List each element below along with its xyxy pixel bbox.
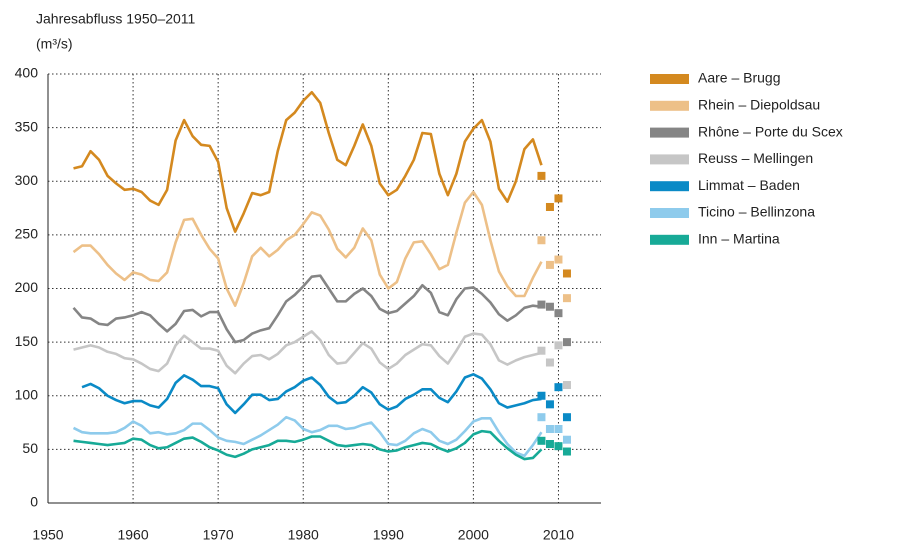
- marker: [545, 400, 554, 409]
- y-tick-label: 50: [22, 440, 38, 456]
- marker: [562, 447, 571, 456]
- x-tick-label: 1980: [288, 527, 319, 543]
- x-tick-label: 1950: [32, 527, 63, 543]
- legend-swatch: [650, 208, 689, 218]
- y-tick-label: 400: [15, 65, 39, 81]
- marker: [554, 255, 563, 264]
- marker: [545, 202, 554, 211]
- legend-label: Ticino – Bellinzona: [698, 204, 815, 220]
- x-tick-label: 1960: [117, 527, 148, 543]
- marker: [545, 302, 554, 311]
- legend-label: Aare – Brugg: [698, 70, 781, 86]
- marker: [554, 309, 563, 318]
- marker: [545, 358, 554, 367]
- legend-label: Reuss – Mellingen: [698, 150, 813, 166]
- marker: [537, 436, 546, 445]
- chart-title: Jahresabfluss 1950–2011: [36, 11, 196, 27]
- marker: [562, 381, 571, 390]
- marker: [562, 294, 571, 303]
- legend-swatch: [650, 127, 689, 138]
- y-tick-label: 0: [30, 494, 38, 510]
- legend-label: Limmat – Baden: [698, 177, 800, 193]
- y-tick-label: 250: [15, 226, 39, 242]
- marker: [562, 269, 571, 278]
- legend-label: Rhein – Diepoldsau: [698, 97, 820, 113]
- y-tick-label: 100: [15, 386, 39, 402]
- x-tick-label: 2010: [543, 527, 574, 543]
- legend-label: Inn – Martina: [698, 231, 780, 247]
- marker: [554, 442, 563, 451]
- y-axis-label: (m³/s): [36, 36, 73, 52]
- y-tick-label: 300: [15, 172, 39, 188]
- legend-swatch: [650, 181, 689, 192]
- series-line: [72, 190, 543, 307]
- series-line: [72, 274, 542, 344]
- x-tick-label: 1990: [373, 527, 404, 543]
- marker: [562, 338, 571, 347]
- legend-swatch: [650, 74, 689, 84]
- x-tick-label: 2000: [458, 527, 489, 543]
- marker: [562, 413, 571, 422]
- y-tick-label: 350: [15, 118, 39, 134]
- legend-label: Rhône – Porte du Scex: [698, 123, 843, 139]
- series-line: [72, 415, 543, 458]
- marker: [537, 346, 546, 355]
- legend-swatch: [650, 100, 689, 111]
- marker: [545, 424, 554, 433]
- marker: [537, 171, 546, 180]
- marker: [554, 383, 563, 392]
- series-line: [73, 429, 543, 461]
- series-line: [81, 373, 542, 415]
- y-tick-label: 200: [15, 279, 39, 295]
- marker: [554, 424, 563, 433]
- marker: [537, 300, 546, 309]
- marker: [537, 236, 546, 245]
- legend-swatch: [650, 234, 689, 245]
- marker: [562, 435, 571, 444]
- series-line: [73, 330, 542, 375]
- y-tick-label: 150: [15, 333, 39, 349]
- x-tick-label: 1970: [203, 527, 234, 543]
- marker: [537, 413, 546, 422]
- legend-swatch: [650, 154, 689, 165]
- marker: [554, 341, 563, 350]
- marker: [545, 260, 554, 269]
- series-line: [73, 90, 543, 233]
- marker: [537, 391, 546, 400]
- marker: [554, 194, 563, 203]
- marker: [545, 440, 554, 449]
